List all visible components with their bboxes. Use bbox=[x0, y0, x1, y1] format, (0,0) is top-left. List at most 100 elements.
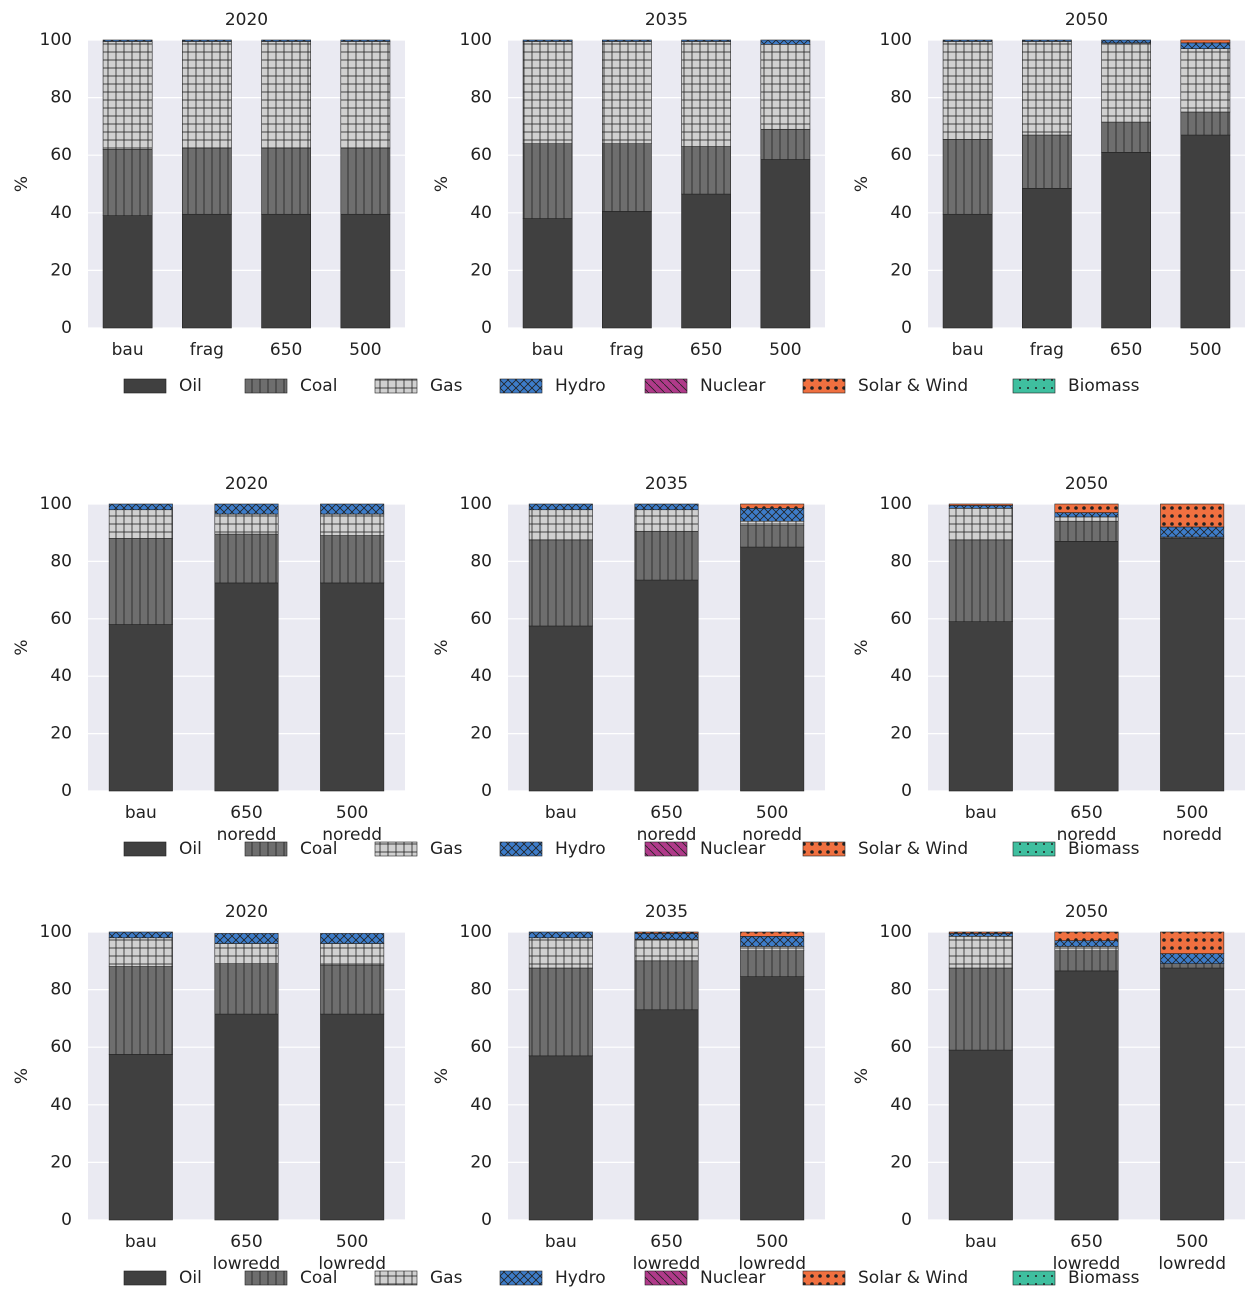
chart-title: 2035 bbox=[645, 902, 688, 922]
bar-segment bbox=[214, 503, 279, 515]
legend-swatch bbox=[499, 1270, 543, 1286]
bar-segment bbox=[214, 513, 279, 535]
bar-segment bbox=[320, 582, 385, 792]
legend-label: Gas bbox=[430, 1268, 463, 1288]
y-tick-label: 40 bbox=[470, 1095, 492, 1115]
bar-segment bbox=[634, 1009, 699, 1221]
bar-segment bbox=[1054, 541, 1119, 792]
bar-segment bbox=[1022, 39, 1072, 42]
bar-segment bbox=[634, 503, 699, 511]
bar-segment bbox=[681, 41, 731, 147]
x-tick-label: bau bbox=[544, 1232, 577, 1252]
bar-segment bbox=[942, 39, 993, 42]
x-tick-label: frag bbox=[609, 340, 644, 360]
bar-segment bbox=[942, 213, 993, 329]
y-tick-label: 100 bbox=[880, 494, 912, 514]
y-tick-label: 60 bbox=[50, 145, 72, 165]
x-tick-label: 650 noredd bbox=[636, 803, 697, 845]
y-tick-label: 20 bbox=[50, 260, 72, 280]
y-tick-label: 20 bbox=[890, 724, 912, 744]
x-tick-label: bau bbox=[951, 340, 984, 360]
y-tick-label: 0 bbox=[481, 1210, 492, 1230]
y-tick-label: 60 bbox=[890, 609, 912, 629]
y-tick-label: 60 bbox=[470, 609, 492, 629]
chart-title: 2020 bbox=[225, 474, 268, 494]
bar-segment bbox=[1101, 121, 1151, 153]
x-tick-label: 650 bbox=[689, 340, 723, 360]
bar-segment bbox=[108, 931, 173, 939]
legend-swatch bbox=[374, 841, 418, 857]
bar-segment bbox=[602, 143, 652, 212]
legend-swatch bbox=[374, 378, 418, 394]
bar-segment bbox=[108, 509, 173, 539]
x-tick-label: bau bbox=[964, 803, 997, 823]
y-tick-label: 0 bbox=[61, 318, 72, 338]
bar-segment bbox=[1054, 950, 1119, 972]
legend-label: Coal bbox=[300, 839, 337, 859]
bar-segment bbox=[948, 931, 1013, 934]
y-axis-label: % bbox=[432, 1068, 452, 1084]
bar-segment bbox=[1180, 134, 1231, 329]
bar-segment bbox=[942, 41, 993, 140]
bar-segment bbox=[740, 508, 805, 522]
bar-segment bbox=[102, 39, 153, 42]
bar-segment bbox=[182, 39, 232, 42]
bar-segment bbox=[1180, 48, 1231, 113]
bar-segment bbox=[740, 525, 805, 548]
x-tick-label: 500 noredd bbox=[742, 803, 803, 845]
legend-swatch bbox=[123, 1270, 167, 1286]
y-tick-label: 40 bbox=[50, 203, 72, 223]
legend-swatch bbox=[1012, 841, 1056, 857]
chart-title: 2050 bbox=[1065, 474, 1108, 494]
y-axis-label: % bbox=[12, 176, 32, 192]
legend-label: Biomass bbox=[1068, 1268, 1140, 1288]
bar-segment bbox=[182, 41, 232, 149]
bar-segment bbox=[1160, 503, 1225, 528]
bar-segment bbox=[760, 159, 811, 329]
bar-segment bbox=[214, 1013, 279, 1221]
x-tick-label: 650 lowredd bbox=[632, 1232, 701, 1274]
bar-segment bbox=[1180, 39, 1231, 44]
y-tick-label: 0 bbox=[901, 781, 912, 801]
bar-segment bbox=[108, 1054, 173, 1221]
bar-segment bbox=[681, 39, 731, 42]
bar-segment bbox=[1022, 134, 1072, 189]
x-tick-label: bau bbox=[111, 340, 144, 360]
bar-segment bbox=[740, 503, 805, 509]
bar-segment bbox=[634, 579, 699, 792]
y-tick-label: 60 bbox=[50, 1037, 72, 1057]
bar-segment bbox=[1101, 39, 1151, 44]
y-tick-label: 100 bbox=[40, 494, 72, 514]
y-tick-label: 20 bbox=[50, 1152, 72, 1172]
bar-segment bbox=[740, 546, 805, 792]
y-tick-label: 0 bbox=[61, 1210, 72, 1230]
legend-swatch bbox=[802, 1270, 846, 1286]
y-tick-label: 20 bbox=[470, 260, 492, 280]
legend-label: Biomass bbox=[1068, 376, 1140, 396]
bar-segment bbox=[340, 213, 391, 329]
x-tick-label: bau bbox=[124, 1232, 157, 1252]
chart-title: 2050 bbox=[1065, 10, 1108, 30]
y-tick-label: 0 bbox=[61, 781, 72, 801]
bar-segment bbox=[102, 41, 153, 150]
bar-segment bbox=[740, 936, 805, 947]
legend-label: Gas bbox=[430, 839, 463, 859]
chart-title: 2020 bbox=[225, 902, 268, 922]
y-tick-label: 80 bbox=[890, 88, 912, 108]
bar-segment bbox=[528, 937, 593, 969]
bar-segment bbox=[740, 950, 805, 977]
legend-swatch bbox=[1012, 378, 1056, 394]
bar-segment bbox=[948, 967, 1013, 1051]
legend-swatch bbox=[244, 378, 288, 394]
legend-label: Hydro bbox=[555, 1268, 606, 1288]
bar-segment bbox=[320, 943, 385, 966]
bar-segment bbox=[340, 41, 391, 149]
bar-segment bbox=[108, 966, 173, 1055]
legend-label: Solar & Wind bbox=[858, 376, 968, 396]
bar-segment bbox=[261, 39, 311, 42]
legend-swatch bbox=[123, 841, 167, 857]
bar-segment bbox=[1054, 946, 1119, 952]
y-tick-label: 80 bbox=[890, 980, 912, 1000]
bar-segment bbox=[1160, 538, 1225, 792]
bar-segment bbox=[340, 147, 391, 215]
